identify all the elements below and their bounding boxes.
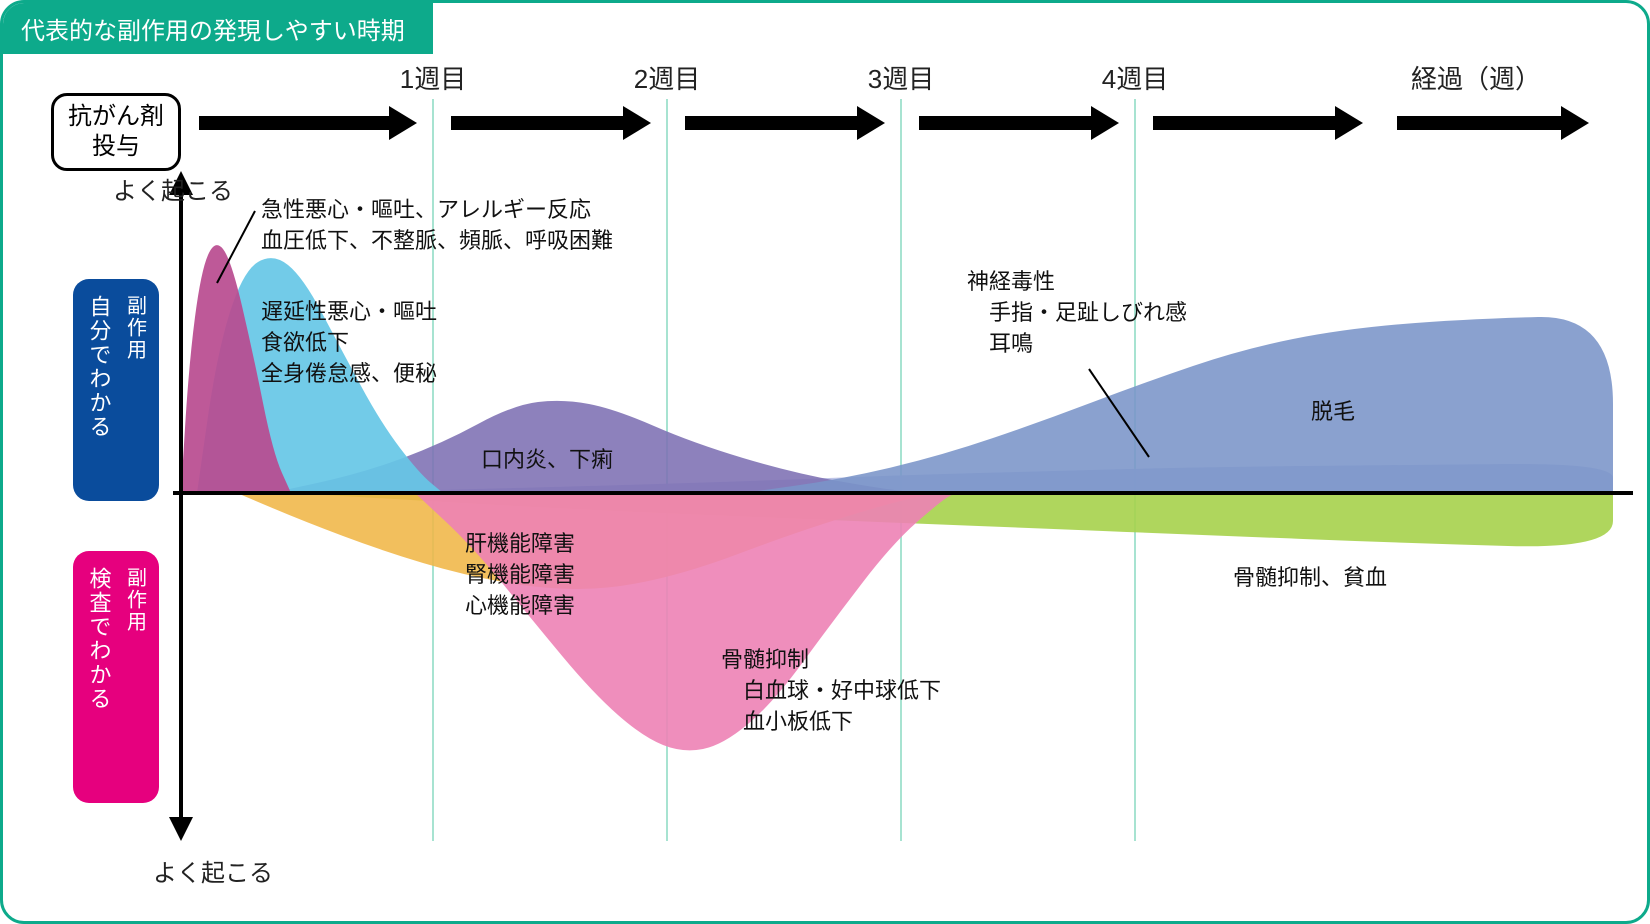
timeline-arrow-1 — [199, 116, 393, 130]
freq-bottom: よく起こる — [153, 853, 273, 888]
label-anemia: 骨髄抑制、貧血 — [1233, 563, 1387, 594]
chart-svg — [3, 53, 1650, 924]
chart-card: 代表的な副作用の発現しやすい時期 1週目 2週目 3週目 4週目 経過（週） 抗… — [0, 0, 1650, 924]
admin-badge-line1: 抗がん剤 — [68, 102, 164, 132]
chart-area: 1週目 2週目 3週目 4週目 経過（週） 抗がん剤 投与 よく起こる よく起こ… — [3, 53, 1647, 921]
timeline-arrow-6 — [1397, 116, 1565, 130]
week-label-2: 2週目 — [634, 59, 700, 96]
timeline-arrow-2 — [451, 116, 627, 130]
timeline-arrow-5 — [1153, 116, 1339, 130]
week-label-3: 3週目 — [868, 59, 934, 96]
pill-lab-sub: 副作用 — [121, 567, 150, 633]
admin-badge-line2: 投与 — [68, 132, 164, 162]
label-acute: 急性悪心・嘔吐、アレルギー反応血圧低下、不整脈、頻脈、呼吸困難 — [261, 195, 613, 257]
label-hairloss: 脱毛 — [1311, 397, 1355, 428]
week-label-4: 4週目 — [1102, 59, 1168, 96]
card-title: 代表的な副作用の発現しやすい時期 — [3, 3, 433, 54]
timeline-arrow-4 — [919, 116, 1095, 130]
label-delayed: 遅延性悪心・嘔吐食欲低下全身倦怠感、便秘 — [261, 297, 437, 389]
label-neurotox_main: 神経毒性 手指・足趾しびれ感 耳鳴 — [967, 267, 1187, 359]
week-axis-title: 経過（週） — [1411, 59, 1541, 96]
pill-lab-main: 検査でわかる — [83, 567, 115, 711]
pill-subjective-main: 自分でわかる — [83, 295, 115, 439]
timeline-arrow-3 — [685, 116, 861, 130]
pill-subjective-sub: 副作用 — [121, 295, 150, 361]
label-organ: 肝機能障害腎機能障害心機能障害 — [465, 529, 575, 621]
label-stomatitis: 口内炎、下痢 — [481, 445, 613, 476]
label-myelosuppr: 骨髄抑制 白血球・好中球低下 血小板低下 — [721, 645, 941, 737]
pill-subjective: 自分でわかる 副作用 — [73, 279, 159, 501]
freq-top: よく起こる — [113, 171, 233, 206]
admin-badge: 抗がん剤 投与 — [51, 93, 181, 171]
week-label-1: 1週目 — [400, 59, 466, 96]
pill-lab: 検査でわかる 副作用 — [73, 551, 159, 803]
